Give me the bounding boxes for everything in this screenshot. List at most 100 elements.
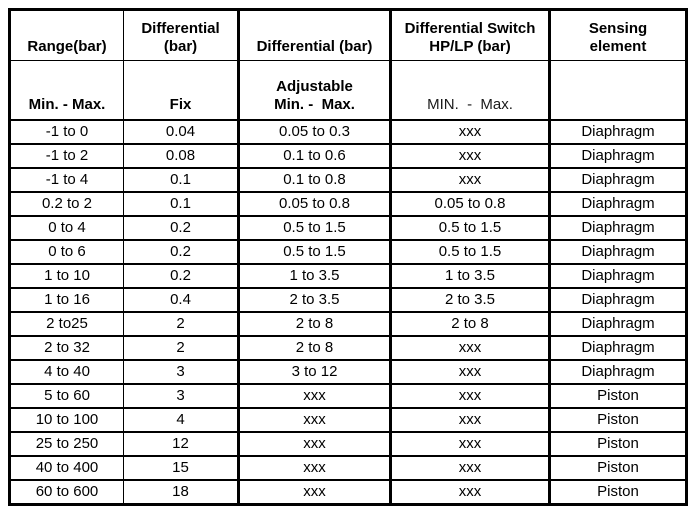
subheader-range-min-max: Min. - Max.	[9, 60, 124, 121]
table-cell: Piston	[548, 408, 687, 433]
table-cell: 0.1	[123, 168, 239, 193]
table-cell: 0.1 to 0.6	[237, 144, 391, 169]
table-cell: 0.5 to 1.5	[389, 216, 550, 241]
table-cell: -1 to 0	[9, 120, 124, 145]
header-differential-switch-line2: HP/LP (bar)	[429, 38, 511, 55]
subheader-range-min-max-label: Min. - Max.	[28, 96, 106, 113]
header-range: Range(bar)	[9, 9, 124, 61]
table-cell: 2	[123, 336, 239, 361]
subheader-fix-label: Fix	[169, 96, 192, 113]
table-cell: 2 to 3.5	[237, 288, 391, 313]
table-cell: Diaphragm	[548, 120, 687, 145]
table-cell: xxx	[389, 384, 550, 409]
table-cell: 40 to 400	[9, 456, 124, 481]
table-cell: 4 to 40	[9, 360, 124, 385]
table-row: 0.2 to 2 0.1 0.05 to 0.8 0.05 to 0.8 Diaphra…	[9, 192, 687, 217]
table-cell: 18	[123, 480, 239, 505]
table-cell: Diaphragm	[548, 336, 687, 361]
table-cell: 2 to 3.5	[389, 288, 550, 313]
table-cell: 0.2	[123, 240, 239, 265]
header-differential-fix-line2: (bar)	[163, 38, 198, 55]
table-cell: Piston	[548, 456, 687, 481]
table-row: 5 to 60 3 xxx xxx Piston	[9, 384, 687, 409]
header-differential-adjustable: Differential (bar)	[237, 9, 391, 61]
table-row: 60 to 600 18 xxx xxx Piston	[10, 480, 687, 505]
table-cell: 60 to 600	[35, 483, 99, 500]
table-cell: 2 to25	[9, 312, 124, 337]
table-row: 25 to 250 12 xxx xxx Piston	[9, 432, 687, 457]
table-cell: 0.5 to 1.5	[237, 240, 391, 265]
subheader-switch-min-max-label: MIN. - Max.	[427, 96, 513, 113]
table-cell: Diaphragm	[548, 288, 687, 313]
table-row: 1 to 16 0.4 2 to 3.5 2 to 3.5 Diaphragm	[9, 288, 687, 313]
table-cell: Diaphragm	[548, 216, 687, 241]
table-cell: 0.04	[123, 120, 239, 145]
table-row: 4 to 40 3 3 to 12 xxx Diaphragm	[9, 360, 687, 385]
subheader-sensing-empty	[548, 60, 687, 121]
table-cell: 0.5 to 1.5	[389, 240, 550, 265]
table-cell: 0.2	[123, 216, 239, 241]
subheader-adjustable-line1: Adjustable	[276, 78, 353, 95]
table-cell: Diaphragm	[548, 312, 687, 337]
table-cell: xxx	[389, 168, 550, 193]
table-cell: xxx	[389, 120, 550, 145]
table-cell: 2	[123, 312, 239, 337]
table-cell: xxx	[389, 456, 550, 481]
table-cell: 0 to 4	[9, 216, 124, 241]
header-range-label: Range(bar)	[27, 38, 107, 55]
table-cell: xxx	[237, 408, 391, 433]
table-cell: 0.4	[123, 288, 239, 313]
table-cell: 2 to 32	[9, 336, 124, 361]
table-cell: Diaphragm	[548, 192, 687, 217]
header-sensing-element-line2: element	[589, 38, 647, 55]
table-row: -1 to 0 0.04 0.05 to 0.3 xxx Diaphragm	[9, 120, 687, 145]
table-cell: 1 to 16	[9, 288, 124, 313]
header-sensing-element: Sensing element	[548, 9, 687, 61]
table-cell: Diaphragm	[548, 240, 687, 265]
table-cell: Piston	[548, 384, 687, 409]
table-cell: xxx	[237, 456, 391, 481]
table-cell: Piston	[548, 432, 687, 457]
table-cell: 0.1	[123, 192, 239, 217]
table-row: 0 to 6 0.2 0.5 to 1.5 0.5 to 1.5 Diaphragm	[9, 240, 687, 265]
table-cell: 3 to 12	[237, 360, 391, 385]
table-cell: xxx	[237, 384, 391, 409]
table-cell: 25 to 250	[9, 432, 124, 457]
table-cell: 0.2 to 2	[9, 192, 124, 217]
table-cell: 1 to 3.5	[389, 264, 550, 289]
table-row: 40 to 400 15 xxx xxx Piston	[9, 456, 687, 481]
table-cell: 2 to 8	[237, 312, 391, 337]
table-cell: xxx	[389, 144, 550, 169]
table-row: 0 to 4 0.2 0.5 to 1.5 0.5 to 1.5 Diaphragm	[9, 216, 687, 241]
table-cell: 0.1 to 0.8	[237, 168, 391, 193]
table-cell: 0.5 to 1.5	[237, 216, 391, 241]
table-cell: xxx	[237, 480, 391, 505]
table-cell: 3	[123, 384, 239, 409]
header-differential-fix: Differential (bar)	[123, 9, 239, 61]
table-header: Range(bar) Differential (bar) Differenti…	[9, 9, 687, 121]
table-cell: -1 to 2	[9, 144, 124, 169]
table-cell: 0.05 to 0.8	[389, 192, 550, 217]
table-cell: xxx	[389, 360, 550, 385]
table-row: 10 to 100 4 xxx xxx Piston	[9, 408, 687, 433]
table-cell: Piston	[548, 480, 687, 505]
table-cell: 10 to 100	[9, 408, 124, 433]
table-cell: 12	[123, 432, 239, 457]
subheader-adjustable: Adjustable Min. - Max.	[237, 60, 391, 121]
header-differential-switch-line1: Differential Switch	[404, 20, 536, 37]
table-row: 1 to 10 0.2 1 to 3.5 1 to 3.5 Diaphragm	[9, 264, 687, 289]
table-cell: xxx	[389, 432, 550, 457]
table-cell: 0.05 to 0.3	[237, 120, 391, 145]
table-cell: 2 to 8	[389, 312, 550, 337]
table-cell: 0 to 6	[9, 240, 124, 265]
table-row: -1 to 2 0.08 0.1 to 0.6 xxx Diaphragm	[9, 144, 687, 169]
header-differential-adjustable-label: Differential (bar)	[256, 38, 373, 55]
table-cell: 0.2	[123, 264, 239, 289]
subheader-fix: Fix	[123, 60, 239, 121]
table-cell: 0.08	[123, 144, 239, 169]
table-cell: xxx	[389, 336, 550, 361]
table-cell: Diaphragm	[548, 144, 687, 169]
table-cell: 1 to 3.5	[237, 264, 391, 289]
